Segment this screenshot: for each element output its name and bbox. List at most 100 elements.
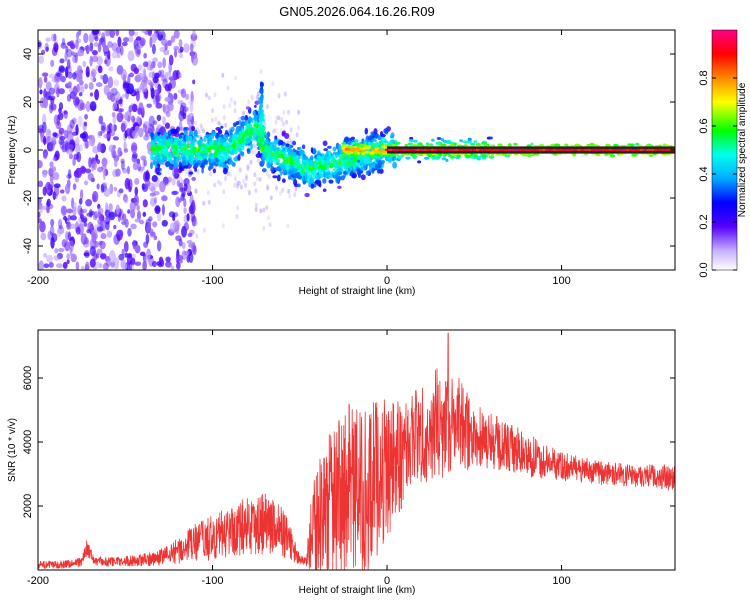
spectrogram-cell <box>173 92 178 100</box>
spectrogram-cell <box>53 41 59 53</box>
snr-series-line <box>38 332 675 570</box>
spectrogram-cell <box>293 179 298 186</box>
spectrogram-cell <box>156 212 162 222</box>
spectrogram-cell <box>309 155 314 161</box>
spectrogram-cell <box>514 148 519 152</box>
spectrogram-cell <box>222 167 228 175</box>
spectrogram-cell <box>190 50 195 63</box>
spectrogram-cell <box>211 108 215 113</box>
spectrogram-cell <box>391 148 397 152</box>
spectrogram-cell <box>332 151 337 155</box>
spectrogram-cell <box>77 49 85 57</box>
spectrogram-cell <box>232 122 237 128</box>
spectrogram-cell <box>425 142 429 146</box>
spectrogram-cell <box>153 196 158 204</box>
spectrogram-cell <box>657 148 662 152</box>
spectrogram-cell <box>143 241 149 248</box>
spectrogram-cell <box>365 170 370 176</box>
spectrogram-cell <box>136 115 141 124</box>
spectrogram-cell <box>42 186 47 196</box>
spectrogram-cell <box>85 66 90 78</box>
spectrogram-cell <box>121 248 125 256</box>
spectrogram-cell <box>238 167 242 173</box>
spectrogram-cell <box>83 32 89 44</box>
spectrogram-cell <box>166 177 172 183</box>
spectrogram-cell <box>228 160 234 165</box>
spectrogram-cell <box>38 159 43 169</box>
spectrogram-cell <box>183 129 188 136</box>
spectrogram-cell <box>475 148 480 152</box>
spectrogram-cell <box>367 137 374 140</box>
spectrogram-cell <box>53 193 58 199</box>
spectrogram-cell <box>84 113 89 120</box>
spectrogram-cell <box>220 151 224 155</box>
spectrogram-cell <box>65 45 69 53</box>
spectrogram-cell <box>179 126 185 132</box>
spectrogram-cell <box>79 86 85 94</box>
spectrogram-cell <box>178 156 182 160</box>
spectrogram-cell <box>405 148 411 152</box>
spectrogram-cell <box>111 51 119 59</box>
spectrogram-cell <box>402 148 407 152</box>
spectrogram-cell <box>202 158 208 165</box>
spectrogram-cell <box>75 261 80 270</box>
spectrogram-cell <box>42 169 48 178</box>
spectrogram-cell <box>192 30 196 37</box>
spectrogram-cell <box>134 178 140 185</box>
spectrogram-cell <box>296 183 301 188</box>
snr-x-tick-label: 100 <box>552 575 570 587</box>
spectrogram-cell <box>48 87 56 95</box>
spectrogram-cell <box>265 139 269 144</box>
spectrogram-cell <box>583 148 589 152</box>
spectrogram-cell <box>281 164 286 171</box>
spectrogram-cell <box>576 148 582 152</box>
spectrogram-cell <box>161 155 168 161</box>
spectrogram-cell <box>219 181 223 187</box>
spectrogram-cell <box>332 146 337 152</box>
spectrogram-cell <box>68 153 74 160</box>
spectrogram-cell <box>417 160 422 164</box>
spectrogram-cell <box>257 91 260 97</box>
spectrogram-cell <box>130 144 138 154</box>
spectrogram-cell <box>253 181 257 187</box>
spectrogram-cell <box>327 145 332 149</box>
spectrogram-cell <box>265 183 269 189</box>
snr-x-axis-title: Height of straight line (km) <box>299 585 416 596</box>
spectrogram-cell <box>258 176 262 182</box>
spectrogram-cell <box>85 261 90 270</box>
spectrogram-cell <box>373 128 378 135</box>
spectrogram-cell <box>143 52 147 59</box>
spectrogram-cell <box>267 153 272 159</box>
snr-y-tick-label: 4000 <box>22 430 34 454</box>
spectrogram-cell <box>388 156 392 160</box>
spectrogram-cell <box>58 88 65 95</box>
spectrogram-cell <box>625 148 631 152</box>
spectrogram-cell <box>207 138 212 142</box>
spectrogram-x-tick-label: -200 <box>27 275 49 287</box>
spectrogram-cell <box>271 81 275 87</box>
spectrogram-cell <box>73 52 79 58</box>
spectrogram-cell <box>347 145 353 149</box>
spectrogram-cell <box>161 148 168 155</box>
spectrogram-cell <box>245 137 252 143</box>
spectrogram-cell <box>362 143 368 147</box>
spectrogram-cell <box>104 209 111 218</box>
spectrogram-cell <box>127 227 132 237</box>
spectrogram-cell <box>174 224 180 235</box>
spectrogram-cell <box>176 222 181 229</box>
spectrogram-cell <box>265 104 269 110</box>
spectrogram-cell <box>282 109 286 115</box>
spectrogram-cell <box>219 139 225 144</box>
spectrogram-cell <box>103 187 111 198</box>
spectrogram-cell <box>269 195 273 201</box>
spectrogram-cell <box>337 185 342 190</box>
spectrogram-cell <box>79 84 84 90</box>
spectrogram-cell <box>390 134 394 139</box>
spectrogram-cell <box>101 125 106 132</box>
spectrogram-cell <box>338 159 342 166</box>
snr-panel: -200 -100 0 100 2000 4000 6000 Height of stra… <box>7 329 676 596</box>
spectrogram-cell <box>181 241 186 250</box>
spectrogram-cell <box>72 183 77 191</box>
spectrogram-cell <box>99 240 106 250</box>
spectrogram-cell <box>314 174 319 180</box>
